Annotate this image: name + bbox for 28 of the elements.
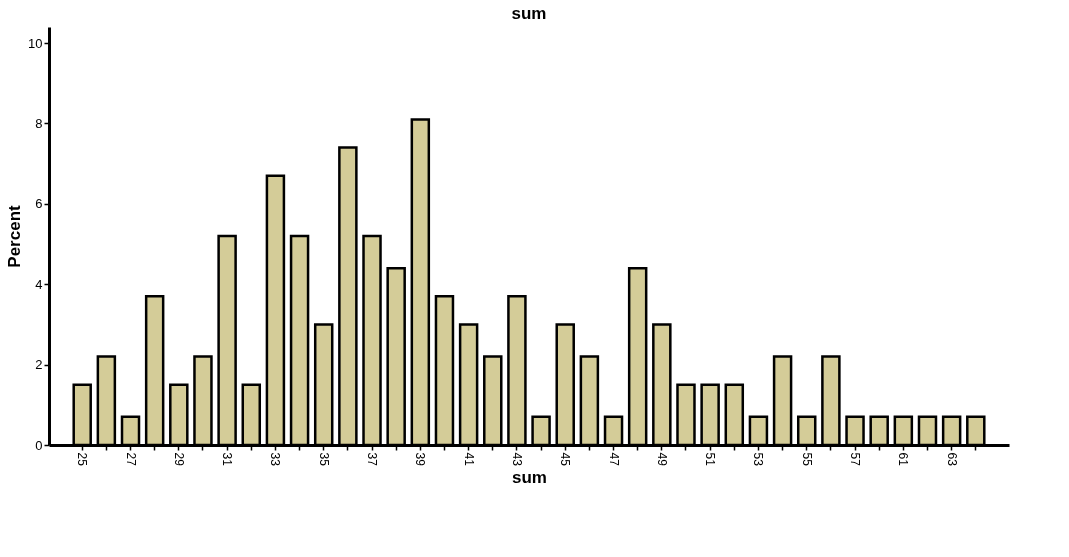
x-tick-label: 41 — [461, 452, 476, 467]
x-tick-label: 47 — [606, 452, 621, 467]
x-tick-label: 35 — [316, 452, 331, 467]
x-tick-label: 37 — [365, 452, 380, 467]
x-tick-label: 27 — [123, 452, 138, 467]
y-tick-label: 2 — [35, 357, 43, 373]
x-axis-title: sum — [512, 467, 547, 487]
x-tick-label: 31 — [220, 452, 235, 467]
chart-title: sum — [511, 4, 547, 23]
x-tick-label: 33 — [268, 452, 283, 467]
x-tick-label: 43 — [509, 452, 524, 467]
y-tick-label: 10 — [28, 35, 43, 51]
x-tick-label: 25 — [75, 452, 90, 467]
x-tick-label: 63 — [944, 452, 959, 467]
y-tick-label: 8 — [35, 115, 43, 131]
x-tick-label: 45 — [558, 452, 573, 467]
x-tick-label: 53 — [751, 452, 766, 467]
x-tick-label: 29 — [171, 452, 186, 467]
y-axis-title: Percent — [5, 204, 25, 268]
y-tick-label: 4 — [35, 276, 43, 292]
y-tick-label: 6 — [35, 196, 43, 212]
y-tick-label: 0 — [35, 437, 43, 453]
x-tick-label: 57 — [848, 452, 863, 467]
x-tick-label: 39 — [413, 452, 428, 467]
x-tick-label: 51 — [703, 452, 718, 467]
x-tick-label: 49 — [654, 452, 669, 467]
x-tick-label: 55 — [799, 452, 814, 467]
x-tick-label: 61 — [896, 452, 911, 467]
